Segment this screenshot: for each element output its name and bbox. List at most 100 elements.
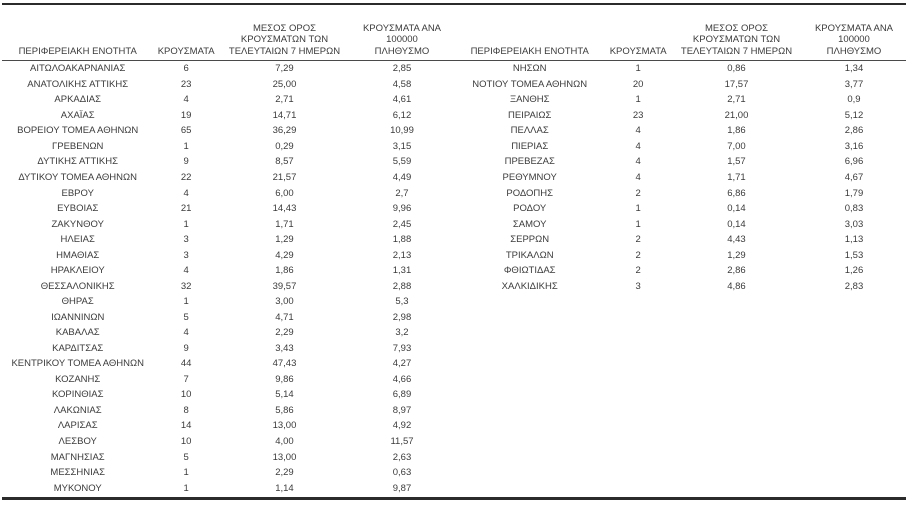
cases-cell: 4 [635,156,641,168]
cases-cell: 1 [183,482,189,494]
region-cell: ΡΟΔΟΠΗΣ [506,187,554,199]
cases-cell: 1 [183,218,189,230]
header-rule [2,60,906,61]
region-cell: ΜΥΚΟΝΟΥ [53,482,102,494]
table-row: ΞΑΝΘΗΣ 1 2,71 0,9 [454,92,906,108]
region-cell: ΠΕΙΡΑΙΩΣ [507,109,552,121]
per-100k-cell: 9,96 [392,203,412,215]
per-100k-cell: 9,87 [392,482,412,494]
cases-cell: 5 [183,451,189,463]
region-cell: ΧΑΛΚΙΔΙΚΗΣ [501,280,558,292]
regional-cases-table-right: ΠΕΡΙΦΕΡΕΙΑΚΗ ΕΝΟΤΗΤΑ ΚΡΟΥΣΜΑΤΑ ΜΕΣΟΣ ΟΡΟ… [454,5,906,496]
cases-cell: 4 [183,265,189,277]
region-cell: ΑΡΚΑΔΙΑΣ [54,94,101,106]
avg-7day-cell: 25,00 [272,78,297,90]
table-row: ΦΘΙΩΤΙΔΑΣ 2 2,86 1,26 [454,263,906,279]
region-cell: ΔΥΤΙΚΟΥ ΤΟΜΕΑ ΑΘΗΝΩΝ [18,171,137,183]
bottom-rule [2,497,906,500]
region-cell: ΗΛΕΙΑΣ [60,234,95,246]
avg-7day-cell: 3,00 [275,296,294,308]
per-100k-cell: 2,98 [392,311,412,323]
per-100k-cell: 4,27 [392,358,412,370]
table-row: ΗΜΑΘΙΑΣ 3 4,29 2,13 [2,247,454,263]
cases-cell: 65 [180,125,192,137]
avg-7day-cell: 1,14 [275,482,294,494]
avg-7day-cell: 8,57 [275,156,294,168]
region-cell: ΚΕΝΤΡΙΚΟΥ ΤΟΜΕΑ ΑΘΗΝΩΝ [11,358,144,370]
table-row: ΗΛΕΙΑΣ 3 1,29 1,88 [2,232,454,248]
per-100k-cell: 4,61 [392,94,412,106]
avg-7day-cell: 1,29 [275,234,294,246]
per-100k-cell: 3,77 [844,78,864,90]
cases-cell: 10 [180,436,192,448]
per-100k-cell: 5,3 [395,296,409,308]
per-100k-cell: 0,9 [847,94,861,106]
col-header-cases: ΚΡΟΥΣΜΑΤΑ [609,45,667,57]
per-100k-cell: 4,49 [392,171,412,183]
table-row: ΠΕΙΡΑΙΩΣ 23 21,00 5,12 [454,108,906,124]
avg-7day-cell: 13,00 [272,420,297,432]
table-header-row: ΠΕΡΙΦΕΡΕΙΑΚΗ ΕΝΟΤΗΤΑ ΚΡΟΥΣΜΑΤΑ ΜΕΣΟΣ ΟΡΟ… [2,5,454,60]
region-cell: ΓΡΕΒΕΝΩΝ [52,140,104,152]
table-row: ΘΗΡΑΣ 1 3,00 5,3 [2,294,454,310]
per-100k-cell: 6,89 [392,389,412,401]
table-row: ΚΟΡΙΝΘΙΑΣ 10 5,14 6,89 [2,387,454,403]
avg-7day-cell: 2,86 [727,265,746,277]
avg-7day-cell: 2,71 [275,94,294,106]
table-row: ΙΩΑΝΝΙΝΩΝ 5 4,71 2,98 [2,310,454,326]
table-row: ΛΑΡΙΣΑΣ 14 13,00 4,92 [2,418,454,434]
avg-7day-cell: 0,86 [727,63,746,75]
avg-7day-cell: 1,29 [727,249,746,261]
cases-cell: 3 [635,280,641,292]
region-cell: ΛΑΡΙΣΑΣ [57,420,98,432]
avg-7day-cell: 6,86 [727,187,746,199]
cases-cell: 4 [183,187,189,199]
cases-cell: 5 [183,311,189,323]
avg-7day-cell: 7,29 [275,63,294,75]
region-cell: ΦΘΙΩΤΙΔΑΣ [503,265,556,277]
per-100k-cell: 2,88 [392,280,412,292]
region-cell: ΠΕΛΛΑΣ [510,125,549,137]
per-100k-cell: 1,26 [844,265,864,277]
region-cell: ΛΕΣΒΟΥ [58,436,97,448]
per-100k-cell: 2,63 [392,451,412,463]
table-row: ΧΑΛΚΙΔΙΚΗΣ 3 4,86 2,83 [454,278,906,294]
cases-cell: 44 [180,358,192,370]
table-row: ΖΑΚΥΝΘΟΥ 1 1,71 2,45 [2,216,454,232]
avg-7day-cell: 6,00 [275,187,294,199]
region-cell: ΠΡΕΒΕΖΑΣ [504,156,555,168]
per-100k-cell: 10,99 [390,125,414,137]
avg-7day-cell: 0,14 [727,203,746,215]
table-row: ΑΙΤΩΛΟΑΚΑΡΝΑΝΙΑΣ 6 7,29 2,85 [2,61,454,77]
table-body: ΝΗΣΩΝ 1 0,86 1,34 ΝΟΤΙΟΥ ΤΟΜΕΑ ΑΘΗΝΩΝ 20 17,57… [454,61,906,294]
per-100k-cell: 1,53 [844,249,864,261]
cases-cell: 3 [183,249,189,261]
region-cell: ΝΗΣΩΝ [512,63,547,75]
per-100k-cell: 3,16 [844,140,864,152]
table-row: ΡΟΔΟΥ 1 0,14 0,83 [454,201,906,217]
table-row: ΣΕΡΡΩΝ 2 4,43 1,13 [454,232,906,248]
table-row: ΡΕΘΥΜΝΟΥ 4 1,71 4,67 [454,170,906,186]
region-cell: ΡΕΘΥΜΝΟΥ [502,171,557,183]
region-cell: ΚΑΡΔΙΤΣΑΣ [52,342,104,354]
per-100k-cell: 3,03 [844,218,864,230]
per-100k-cell: 0,63 [392,467,412,479]
col-header-avg-7day: ΜΕΣΟΣ ΟΡΟΣ ΚΡΟΥΣΜΑΤΩΝ ΤΩΝ ΤΕΛΕΥΤΑΙΩΝ 7 Η… [228,22,341,57]
cases-cell: 7 [183,373,189,385]
avg-7day-cell: 9,86 [275,373,294,385]
region-cell: ΞΑΝΘΗΣ [509,94,550,106]
table-row: ΓΡΕΒΕΝΩΝ 1 0,29 3,15 [2,139,454,155]
avg-7day-cell: 4,43 [727,234,746,246]
region-cell: ΣΕΡΡΩΝ [510,234,550,246]
table-row: ΑΡΚΑΔΙΑΣ 4 2,71 4,61 [2,92,454,108]
table-body: ΑΙΤΩΛΟΑΚΑΡΝΑΝΙΑΣ 6 7,29 2,85 ΑΝΑΤΟΛΙΚΗΣ ΑΤΤΙ… [2,61,454,496]
table-row: ΚΕΝΤΡΙΚΟΥ ΤΟΜΕΑ ΑΘΗΝΩΝ 44 47,43 4,27 [2,356,454,372]
table-row: ΡΟΔΟΠΗΣ 2 6,86 1,79 [454,185,906,201]
region-cell: ΚΟΡΙΝΘΙΑΣ [51,389,104,401]
table-row: ΚΟΖΑΝΗΣ 7 9,86 4,66 [2,372,454,388]
region-cell: ΣΑΜΟΥ [512,218,547,230]
avg-7day-cell: 21,00 [724,109,749,121]
table-row: ΛΑΚΩΝΙΑΣ 8 5,86 8,97 [2,403,454,419]
cases-cell: 23 [632,109,644,121]
avg-7day-cell: 1,86 [727,125,746,137]
